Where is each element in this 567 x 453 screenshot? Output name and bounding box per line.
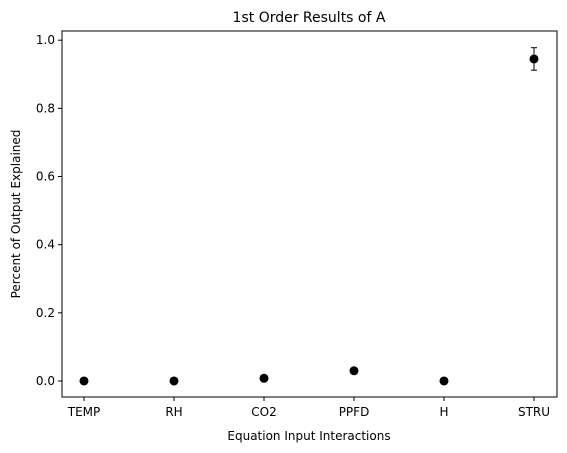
x-tick-label: TEMP — [67, 405, 101, 419]
x-tick-label: H — [439, 405, 448, 419]
x-tick-label: CO2 — [251, 405, 276, 419]
x-axis: TEMP RH CO2 PPFD H STRU — [67, 397, 550, 419]
data-points — [79, 54, 539, 386]
data-point-co2 — [259, 373, 269, 383]
chart-title: 1st Order Results of A — [233, 10, 386, 26]
y-tick-label: 1.0 — [36, 33, 55, 47]
data-point-h — [439, 376, 449, 386]
x-tick-label: STRU — [518, 405, 550, 419]
x-tick-label: PPFD — [339, 405, 370, 419]
y-tick-label: 0.2 — [36, 306, 55, 320]
data-point-rh — [169, 376, 179, 386]
y-axis-label: Percent of Output Explained — [9, 130, 23, 299]
y-tick-label: 0.8 — [36, 101, 55, 115]
data-point-temp — [79, 376, 89, 386]
y-tick-label: 0.4 — [36, 238, 55, 252]
x-axis-label: Equation Input Interactions — [227, 429, 390, 443]
plot-area — [61, 30, 558, 398]
data-point-ppfd — [349, 366, 359, 376]
y-tick-label: 0.0 — [36, 374, 55, 388]
data-point-stru — [529, 54, 539, 64]
y-tick-label: 0.6 — [36, 170, 55, 184]
y-axis: 0.0 0.2 0.4 0.6 0.8 1.0 — [36, 33, 62, 388]
x-tick-label: RH — [165, 405, 182, 419]
